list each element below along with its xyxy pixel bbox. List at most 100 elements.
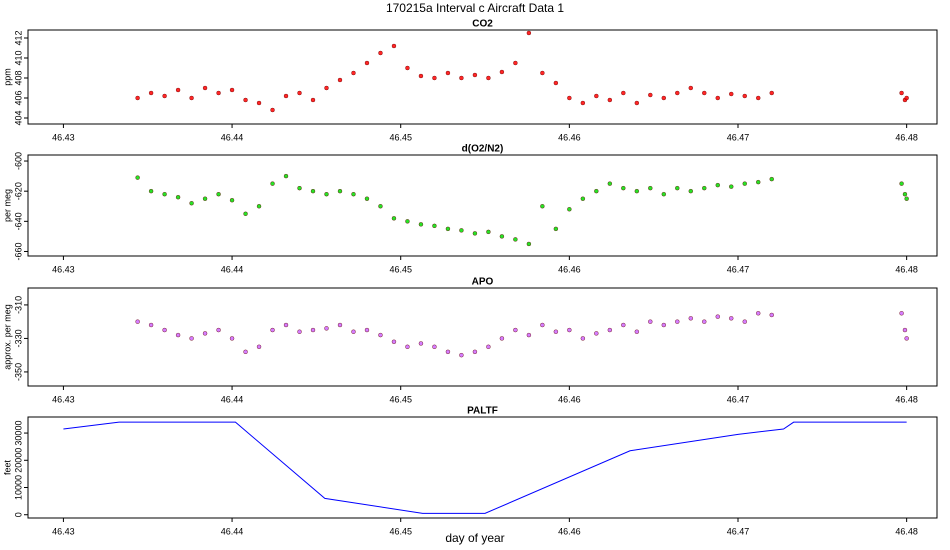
x-tick-label: 46.46 (558, 132, 581, 142)
data-point (634, 188, 640, 194)
data-point (256, 100, 262, 106)
data-point (202, 331, 208, 336)
data-point (391, 339, 397, 344)
x-tick-label: 46.46 (558, 394, 581, 404)
x-tick-label: 46.43 (52, 264, 75, 274)
data-point (675, 185, 680, 191)
data-point (189, 95, 194, 101)
x-tick-label: 46.44 (221, 264, 244, 274)
data-point (594, 93, 599, 99)
data-point (189, 201, 194, 206)
data-point (742, 181, 747, 186)
data-point (310, 97, 316, 103)
data-point (526, 30, 532, 36)
data-point (391, 43, 397, 49)
x-tick-label: 46.44 (221, 526, 244, 536)
data-point (486, 75, 491, 81)
data-point (243, 349, 248, 355)
data-point (553, 329, 559, 334)
y-tick-label: 30000 (13, 421, 23, 446)
data-point (405, 344, 410, 349)
data-point (621, 185, 626, 191)
y-tick-label: 408 (13, 70, 23, 85)
data-point (270, 107, 275, 113)
data-point (378, 50, 383, 56)
data-point (648, 319, 653, 324)
x-tick-label: 46.44 (221, 132, 244, 142)
data-point (283, 322, 289, 328)
data-point (756, 179, 761, 185)
data-point (499, 234, 505, 239)
data-point (229, 87, 235, 93)
data-point (297, 185, 302, 191)
data-point (243, 97, 248, 103)
data-point (175, 332, 181, 338)
data-point (148, 90, 154, 96)
data-point (902, 327, 908, 333)
data-line (63, 421, 907, 514)
panel-title: PALTF (467, 406, 498, 417)
data-point (432, 223, 437, 229)
y-tick-label: -660 (13, 242, 23, 260)
data-point (580, 336, 586, 341)
data-point (202, 196, 208, 201)
data-point (337, 322, 343, 328)
x-tick-label: 46.45 (389, 526, 412, 536)
data-point (270, 181, 275, 186)
data-point (418, 222, 424, 227)
data-point (324, 191, 329, 197)
plot-frame (27, 154, 938, 257)
data-point (594, 188, 599, 194)
data-point (445, 70, 451, 76)
y-axis-label: ppm (2, 68, 12, 86)
data-point (688, 85, 693, 91)
data-point (256, 344, 262, 349)
y-tick-label: -310 (13, 296, 23, 314)
data-point (337, 77, 343, 83)
data-point (472, 72, 478, 78)
data-point (364, 60, 370, 66)
plot-frame (27, 416, 938, 519)
data-point (499, 69, 505, 75)
data-point (418, 341, 424, 346)
panel-title: CO2 (472, 19, 493, 30)
data-point (567, 95, 572, 101)
data-point (162, 93, 167, 99)
data-point (661, 191, 666, 197)
data-point (899, 311, 904, 316)
x-tick-label: 46.48 (895, 264, 918, 274)
data-point (648, 185, 653, 191)
panel-title: APO (472, 277, 494, 288)
x-tick-label: 46.46 (558, 264, 581, 274)
data-point (364, 196, 370, 201)
data-point (729, 91, 734, 97)
data-point (445, 226, 451, 232)
data-point (742, 319, 747, 324)
data-point (162, 327, 167, 333)
data-point (405, 65, 410, 71)
x-tick-label: 46.43 (52, 394, 75, 404)
data-point (472, 231, 478, 236)
data-point (351, 191, 356, 197)
data-point (621, 90, 626, 96)
y-tick-label: -350 (13, 363, 23, 381)
y-tick-label: 10000 (13, 475, 23, 500)
data-point (189, 336, 194, 341)
y-tick-label: 20000 (13, 448, 23, 473)
data-point (459, 228, 464, 233)
data-point (270, 327, 275, 333)
data-point (162, 191, 167, 197)
data-point (904, 336, 909, 341)
data-point (229, 336, 235, 341)
data-point (553, 226, 559, 232)
plot-frame (27, 29, 938, 125)
y-tick-label: 406 (13, 90, 23, 105)
data-point (607, 327, 613, 333)
data-point (216, 191, 221, 197)
y-tick-label: 0 (13, 512, 23, 517)
data-point (135, 319, 140, 324)
data-point (297, 90, 302, 96)
data-point (351, 329, 356, 334)
x-tick-label: 46.45 (389, 394, 412, 404)
